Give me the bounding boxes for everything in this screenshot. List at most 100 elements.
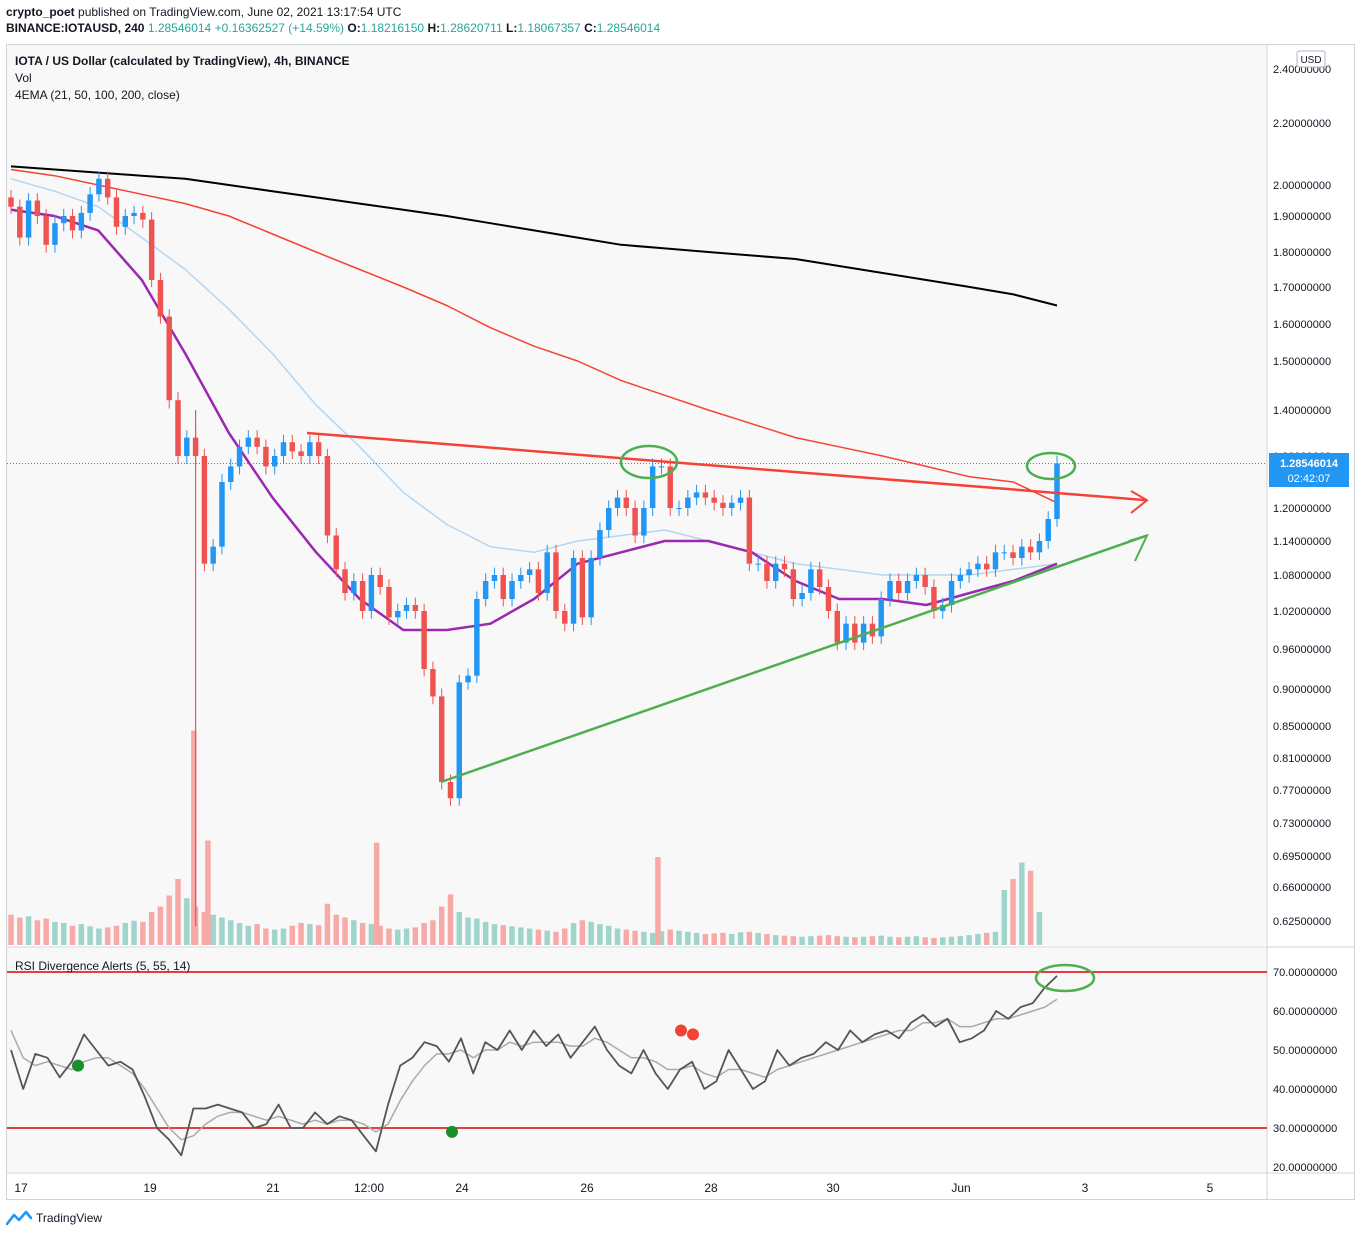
candle-body [729,502,735,508]
price-change: +0.16362527 (+14.59%) [214,21,345,35]
volume-bar [228,920,234,945]
volume-bar [729,934,735,945]
volume-bar [711,933,717,945]
volume-spike [655,857,661,945]
time-tick-label: Jun [951,1181,970,1195]
legend-ema[interactable]: 4EMA (21, 50, 100, 200, close) [15,88,180,102]
volume-bar [649,932,656,945]
volume-bar [544,930,550,945]
volume-bar [148,912,155,945]
candle-body [17,206,23,238]
open-label: O: [347,21,361,35]
candle-body [342,569,348,593]
volume-bar [808,936,814,945]
legend-title[interactable]: IOTA / US Dollar (calculated by TradingV… [15,54,350,68]
volume-bar [852,937,858,945]
price-tick-label: 1.08000000 [1273,570,1331,582]
candle-body [957,575,964,581]
volume-bar [34,920,41,945]
volume-bar [298,923,304,945]
rsi-tick-label: 20.00000000 [1273,1162,1337,1174]
volume-bar [526,928,533,945]
volume-bars [8,730,1043,945]
footer: TradingView [6,1210,102,1226]
volume-bar [746,931,753,945]
rsi-bear-marker [675,1024,687,1037]
volume-bar [896,937,902,945]
volume-bar [201,912,208,945]
candle-body [368,575,375,611]
volume-bar [957,936,964,945]
volume-bar [351,920,357,945]
rsi-tick-label: 50.00000000 [1273,1045,1337,1057]
ema200-line [10,165,1058,307]
candle-body [228,466,234,482]
candle-body [447,782,454,799]
price-chart[interactable]: 2.400000002.200000002.000000001.90000000… [7,45,1354,1199]
price-tick-label: 0.90000000 [1273,684,1331,696]
chart-frame[interactable]: 2.40000000 2.20000000 2.00000000 1.90000000… [6,44,1355,1200]
candle-body [359,581,366,611]
price-tick-label: 0.77000000 [1273,785,1331,797]
candle-body [799,593,805,599]
rsi-line [10,975,1058,1157]
candle-body [913,575,920,581]
volume-bar [1001,890,1007,945]
publisher-name[interactable]: crypto_poet [6,5,75,19]
volume-bar [447,894,454,945]
volume-bar [104,927,111,945]
volume-bar [518,927,524,945]
volume-bar [122,923,128,945]
volume-bar [131,920,137,945]
candle-body [887,581,893,599]
volume-bar [474,918,480,945]
candle-body [254,437,260,447]
volume-bar [720,932,726,945]
legend-vol[interactable]: Vol [15,71,32,85]
legend-rsi[interactable]: RSI Divergence Alerts (5, 55, 14) [15,959,190,973]
volume-bar [184,898,190,945]
volume-bar [307,924,313,945]
candle-body [623,497,630,508]
volume-bar [948,936,955,945]
candle-body [166,316,172,401]
candle-body [685,497,691,508]
volume-bar [333,914,339,945]
currency-badge[interactable] [1296,50,1326,68]
candle-body [87,194,93,213]
candle-body [333,535,339,570]
volume-bar [597,924,603,945]
candle-body [61,216,67,224]
candle-body [280,442,287,456]
candle-body [500,575,506,599]
time-tick-label: 24 [455,1181,469,1195]
candle-body [113,197,120,227]
candle-body [1036,541,1043,553]
candle-body [825,587,832,611]
tradingview-logo-icon[interactable] [6,1210,32,1226]
candle-body [157,280,164,317]
candle-body [702,492,709,498]
symbol-interval: BINANCE:IOTAUSD, 240 [6,21,145,35]
volume-bar [342,917,348,945]
volume-bar [52,921,58,945]
candle-body [570,558,577,624]
price-tick-label: 0.73000000 [1273,818,1331,830]
candle-body [395,611,401,618]
candle-body [412,605,419,611]
brand-name[interactable]: TradingView [36,1211,103,1225]
time-tick-label: 17 [14,1181,28,1195]
candle-body [843,623,849,643]
candle-body [948,581,955,605]
candle-body [904,581,911,593]
volume-bar [966,935,972,945]
rsi-bear-marker [687,1028,699,1041]
volume-bar [614,928,621,945]
volume-bar [535,929,542,945]
volume-spike [373,842,380,945]
price-tick-label: 1.70000000 [1273,282,1331,294]
volume-bar [975,934,981,945]
candle-body [711,497,717,503]
candle-body [175,400,181,456]
volume-bar [377,925,383,945]
